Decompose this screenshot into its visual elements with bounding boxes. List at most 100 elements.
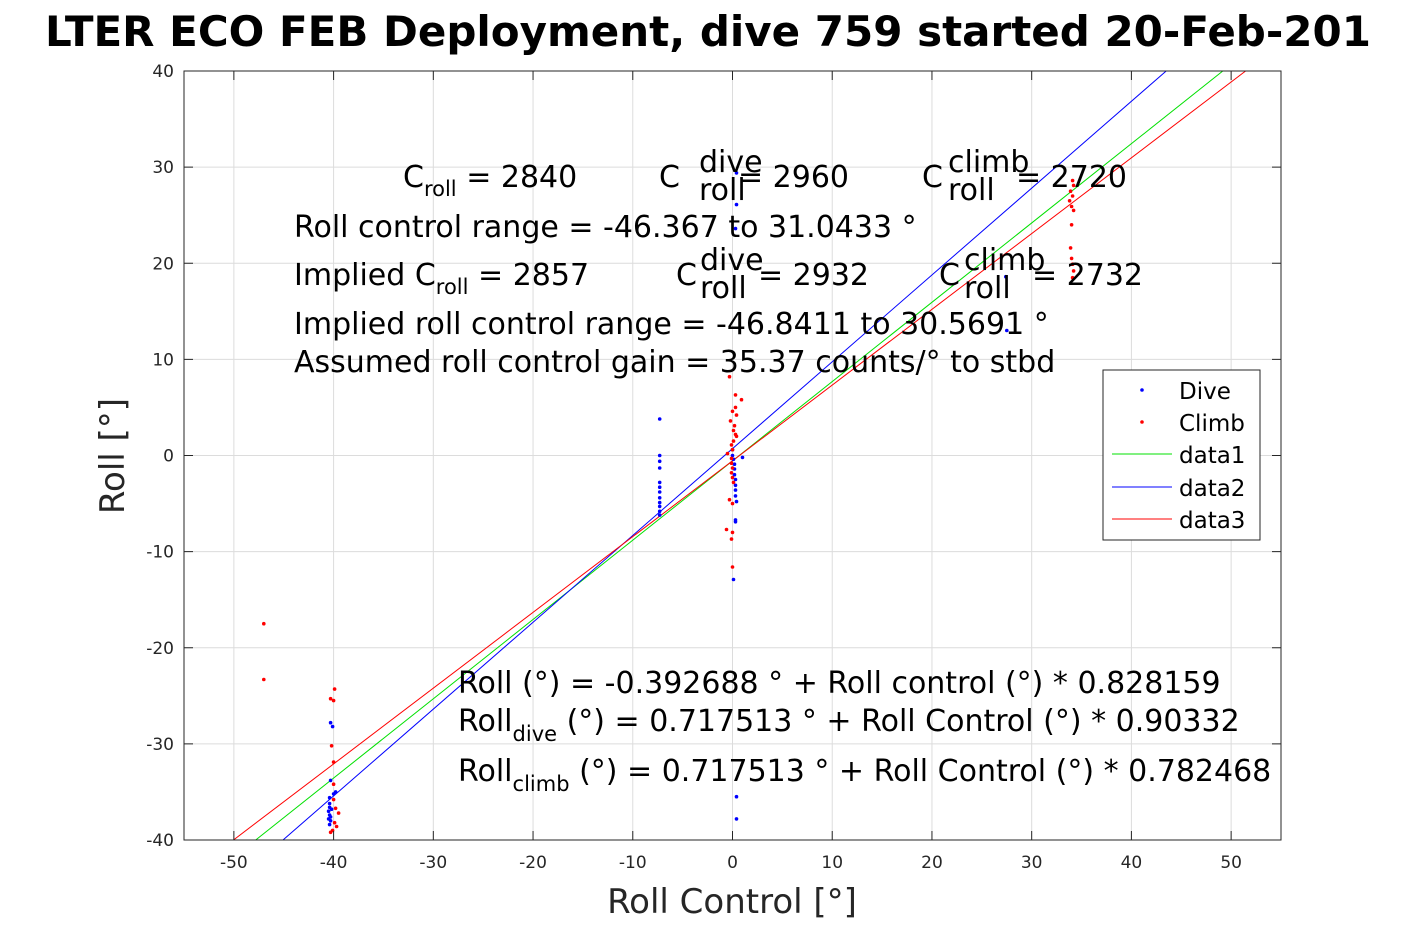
point-dive [733,483,738,488]
point-climb [730,466,735,470]
point-dive [329,807,334,811]
point-dive [657,504,662,509]
legend-label-data2: data2 [1179,476,1245,502]
x-tick-label: -50 [220,853,248,873]
point-climb [331,782,336,786]
svg-text:climb: climb [964,243,1045,278]
point-climb [332,687,337,691]
point-climb [733,393,738,397]
point-climb [729,456,734,461]
point-dive [657,496,662,500]
point-dive [327,822,332,827]
point-dive [732,472,737,477]
point-climb [724,527,729,532]
annotation-implied-range: Implied roll control range = -46.8411 to… [294,307,1049,342]
point-climb [732,423,737,428]
point-dive [657,417,662,421]
svg-text:Implied Croll = 2857: Implied Croll = 2857 [294,258,589,299]
x-tick-label: 40 [1121,853,1143,873]
y-axis-label: Roll [°] [93,398,133,514]
point-climb [1070,262,1075,267]
point-climb [1068,189,1073,193]
point-climb [728,419,733,423]
series-line-data2 [282,70,1167,841]
point-dive [1005,328,1009,333]
point-climb [730,565,735,569]
point-dive [732,462,737,467]
point-climb [1067,199,1072,203]
legend-marker-climb [1140,420,1144,424]
point-climb [332,820,337,825]
point-dive [657,490,662,494]
svg-text:roll: roll [700,271,747,306]
legend-label-data1: data1 [1179,443,1245,469]
point-climb [739,397,744,402]
point-dive [730,453,735,458]
point-climb [729,461,734,466]
y-tick-label: -40 [146,831,174,851]
svg-text:= 2960: = 2960 [738,160,849,195]
point-dive [733,520,738,524]
point-climb [729,443,734,447]
svg-text:= 2932: = 2932 [758,258,869,293]
y-tick-label: 30 [152,158,174,178]
point-climb [336,811,341,815]
x-axis-label: Roll Control [°] [607,882,857,922]
point-dive [734,794,739,799]
point-dive [733,494,738,498]
point-dive [328,778,333,783]
point-dive [657,500,662,505]
x-tick-label: -10 [619,853,647,873]
point-dive [657,513,662,517]
point-climb [733,405,738,410]
annotation-coefficients: Croll = 2840 C dive roll = 2960 C climb … [403,145,1127,208]
point-dive [328,720,333,725]
point-climb [334,824,339,829]
point-climb [729,537,734,541]
x-tick-label: 30 [1021,853,1043,873]
svg-text:Croll = 2840: Croll = 2840 [403,160,577,201]
point-dive [657,466,662,470]
point-climb [328,830,333,835]
svg-text:dive: dive [699,145,763,180]
chart-title: LTER ECO FEB Deployment, dive 759 starte… [45,7,1371,56]
point-climb [730,530,735,535]
point-climb [333,806,338,811]
series-line-data3 [233,70,1246,841]
point-climb [731,428,736,433]
point-dive [327,801,332,806]
annotation-fit-overall: Roll (°) = -0.392688 ° + Roll control (°… [458,666,1221,701]
point-climb [727,497,732,502]
point-dive [333,790,338,794]
point-dive [326,809,331,813]
point-climb [731,480,736,485]
point-climb [1069,256,1074,261]
point-dive [327,795,332,800]
point-dive [328,815,333,819]
point-dive [657,509,662,514]
point-dive [328,819,333,823]
point-dive [740,455,745,460]
legend-label-climb: Climb [1179,411,1245,437]
point-climb [1071,269,1076,273]
point-climb [1070,178,1075,183]
point-climb [1068,246,1073,250]
point-dive [657,485,662,490]
point-climb [729,471,734,475]
x-tick-label: -30 [419,853,447,873]
point-dive [731,577,736,582]
point-climb [731,439,736,443]
fit-lines [233,70,1246,841]
point-dive [657,459,662,464]
svg-text:roll: roll [699,173,746,208]
svg-text:C: C [676,258,697,293]
point-climb [1070,275,1075,280]
point-climb [725,451,730,456]
annotation-implied-coefficients: Implied Croll = 2857 C dive roll = 2932 … [294,243,1143,306]
point-climb [1071,208,1076,213]
point-dive [733,226,738,231]
y-tick-label: 10 [152,350,174,370]
y-tick-label: -10 [146,543,174,563]
point-climb [734,413,739,417]
